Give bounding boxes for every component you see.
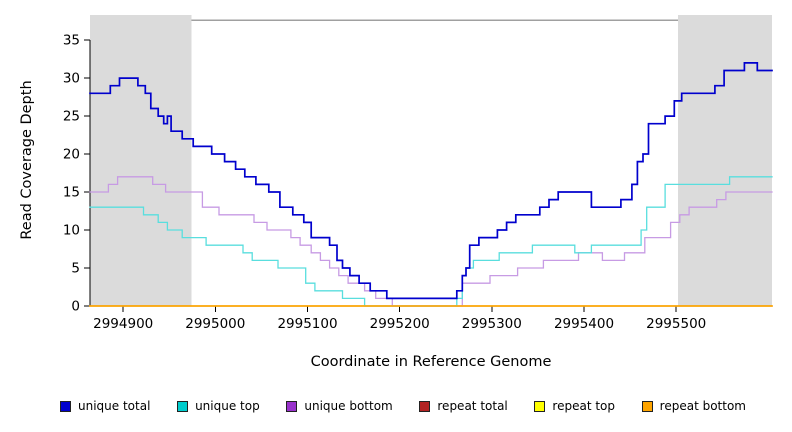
x-tick-label: 2994900 (93, 316, 153, 332)
x-tick-label: 2995200 (370, 316, 430, 332)
legend-label: repeat total (437, 399, 508, 413)
legend-swatch (286, 400, 298, 412)
y-axis-label: Read Coverage Depth (19, 80, 35, 240)
legend-item-unique-total: unique total (60, 399, 150, 413)
x-tick-label: 2995000 (185, 316, 245, 332)
y-tick-label: 15 (63, 185, 80, 201)
x-tick-label: 2995100 (277, 316, 337, 332)
legend-label: unique total (78, 399, 151, 413)
legend-swatch (534, 400, 546, 412)
legend-item-unique-top: unique top (177, 399, 260, 413)
series-unique-total (89, 62, 773, 300)
plot-canvas: 2994900 2995000 2995100 2995200 2995300 29954… (63, 15, 773, 332)
legend-swatch (641, 400, 653, 412)
legend-label: repeat top (552, 399, 616, 413)
y-tick-label: 30 (63, 71, 80, 87)
legend-item-repeat-top: repeat top (534, 399, 615, 413)
y-tick-label: 5 (71, 261, 80, 277)
legend-item-repeat-total: repeat total (419, 399, 508, 413)
x-tick-label: 2995500 (646, 316, 706, 332)
legend-item-repeat-bottom: repeat bottom (641, 399, 746, 413)
y-tick-label: 25 (63, 109, 80, 125)
y-tick-label: 20 (63, 147, 80, 163)
legend-label: unique bottom (304, 399, 393, 413)
series-unique-bottom (89, 176, 773, 307)
x-axis-label: Coordinate in Reference Genome (310, 354, 552, 370)
x-tick-label: 2995400 (554, 316, 614, 332)
legend-swatch (419, 400, 431, 412)
shaded-region (678, 15, 772, 306)
legend: unique total unique top unique bottom repea… (0, 399, 792, 413)
legend-swatch (177, 400, 189, 412)
shaded-region (90, 15, 192, 306)
legend-label: repeat bottom (659, 399, 746, 413)
legend-swatch (60, 400, 71, 412)
y-tick-label: 0 (71, 299, 80, 315)
legend-item-unique-bottom: unique bottom (286, 399, 393, 413)
y-tick-label: 10 (63, 223, 80, 239)
x-tick-label: 2995300 (462, 316, 522, 332)
legend-label: unique top (195, 399, 260, 413)
y-tick-label: 35 (63, 33, 80, 49)
series-unique-top (89, 176, 773, 307)
